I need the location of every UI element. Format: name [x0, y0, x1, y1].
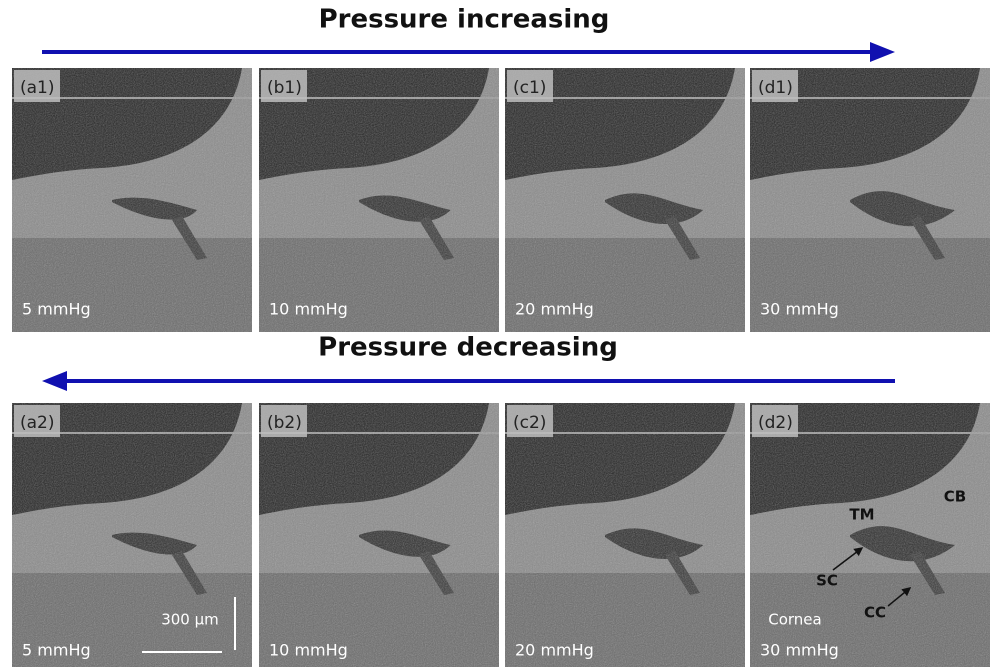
panel-label: (a2) — [20, 413, 55, 433]
speckle — [505, 403, 745, 667]
annotation: TM — [849, 506, 874, 524]
oct-panel: (b2) 10 mmHg — [259, 403, 499, 667]
panel-label: (d1) — [758, 78, 793, 98]
speckle — [259, 403, 499, 667]
annotation: SC — [816, 572, 838, 590]
row-title: Pressure decreasing — [318, 333, 618, 363]
speckle — [259, 68, 499, 332]
panel-label: (b2) — [267, 413, 302, 433]
panel-label: (c1) — [513, 78, 546, 98]
speckle — [505, 68, 745, 332]
figure: Pressure increasing Pressure decreasing … — [0, 0, 997, 667]
annotation: CC — [864, 604, 886, 622]
annotation: Cornea — [768, 611, 821, 629]
page: {"rows": [ {"title": "Pressure increasin… — [0, 0, 997, 667]
pressure-label: 10 mmHg — [269, 300, 348, 319]
annotation: CB — [944, 488, 966, 506]
pressure-label: 20 mmHg — [515, 641, 594, 660]
pressure-label: 10 mmHg — [269, 641, 348, 660]
panel-label: (c2) — [513, 413, 546, 433]
scale-label: 300 µm — [161, 611, 219, 629]
panel-label: (d2) — [758, 413, 793, 433]
speckle — [12, 68, 252, 332]
speckle — [750, 68, 990, 332]
oct-panel: (d1) 30 mmHg — [750, 68, 990, 332]
pressure-label: 5 mmHg — [22, 300, 91, 319]
pressure-label: 30 mmHg — [760, 641, 839, 660]
pressure-label: 20 mmHg — [515, 300, 594, 319]
pressure-label: 30 mmHg — [760, 300, 839, 319]
oct-panel: (a1) 5 mmHg — [12, 68, 252, 332]
panel-label: (b1) — [267, 78, 302, 98]
pressure-label: 5 mmHg — [22, 641, 91, 660]
oct-panel: (c1) 20 mmHg — [505, 68, 745, 332]
row-title: Pressure increasing — [319, 5, 610, 35]
oct-panel: (b1) 10 mmHg — [259, 68, 499, 332]
panel-label: (a1) — [20, 78, 55, 98]
oct-panel: (c2) 20 mmHg — [505, 403, 745, 667]
